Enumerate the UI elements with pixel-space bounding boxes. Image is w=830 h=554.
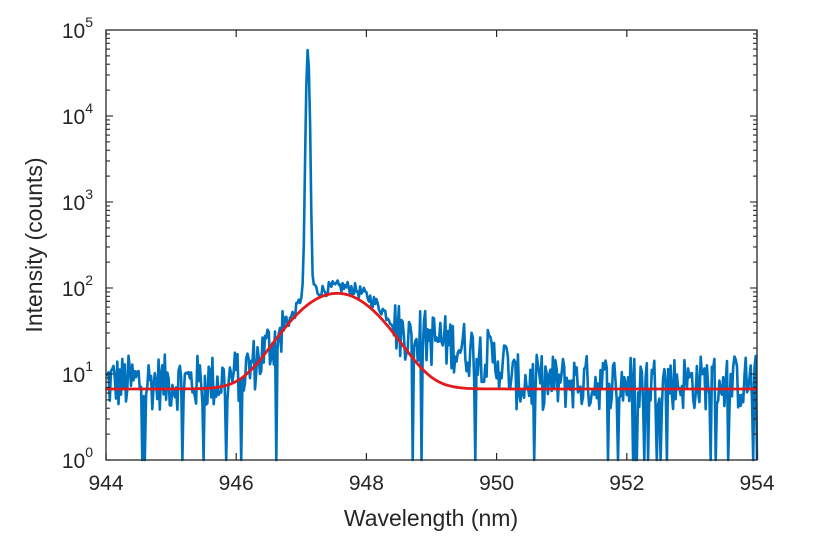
plot-frame [105, 29, 758, 461]
y-tick-labels: 100 101 102 103 104 105 [62, 14, 93, 473]
x-tick-label: 950 [479, 472, 514, 495]
x-axis-title: Wavelength (nm) [344, 505, 518, 531]
x-tick-label: 944 [88, 472, 123, 495]
x-tick-label: 952 [609, 472, 644, 495]
y-tick-label: 103 [62, 186, 93, 215]
x-tick-label: 954 [739, 472, 774, 495]
y-tick-label: 105 [62, 14, 93, 43]
y-tick-label: 100 [62, 444, 93, 473]
series-measured-spectrum [105, 48, 759, 462]
y-tick-label: 102 [62, 272, 93, 301]
x-tick-labels: 944 946 948 950 952 954 [88, 472, 774, 495]
series-layer [105, 48, 759, 462]
series-gaussian-fit [106, 291, 757, 391]
y-axis-title: Intensity (counts) [21, 157, 47, 332]
y-tick-label: 101 [62, 358, 93, 387]
x-tick-label: 946 [219, 472, 254, 495]
x-tick-label: 948 [349, 472, 384, 495]
y-tick-label: 104 [62, 100, 93, 129]
